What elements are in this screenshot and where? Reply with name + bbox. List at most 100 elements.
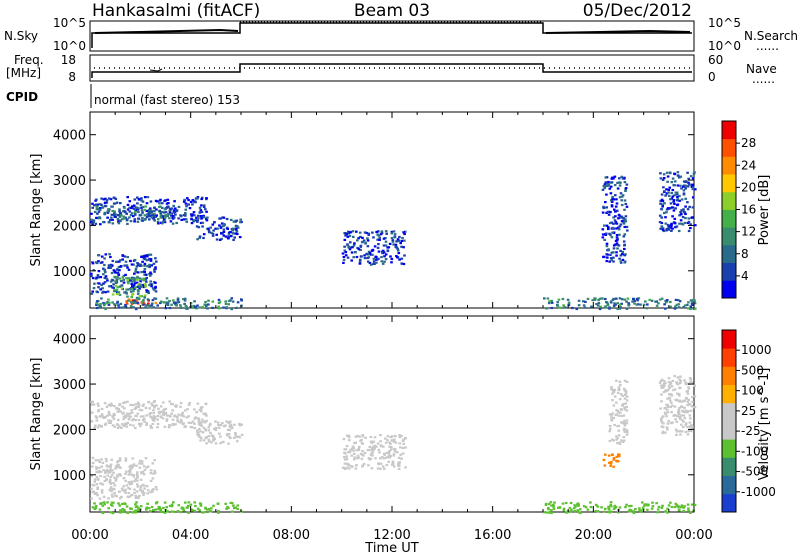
data-cell	[669, 225, 673, 228]
data-cell	[100, 458, 103, 461]
data-cell	[398, 235, 401, 239]
data-cell	[105, 465, 109, 468]
data-cell	[141, 260, 144, 263]
data-cell	[201, 305, 204, 309]
data-cell	[579, 508, 582, 511]
data-cell	[686, 171, 689, 174]
data-cell	[110, 474, 114, 477]
data-cell	[622, 222, 626, 225]
data-cell	[632, 297, 635, 300]
data-cell	[183, 302, 186, 305]
data-cell	[665, 229, 668, 232]
data-cell	[612, 404, 616, 407]
data-cell	[124, 459, 128, 462]
data-cell	[666, 405, 670, 408]
data-cell	[207, 508, 211, 511]
data-cell	[150, 264, 153, 267]
data-cell	[614, 210, 617, 213]
data-cell	[687, 386, 690, 389]
data-cell	[612, 390, 615, 393]
data-cell	[616, 391, 620, 395]
data-cell	[658, 381, 662, 384]
data-cell	[619, 249, 622, 252]
data-cell	[131, 287, 134, 290]
data-cell	[609, 185, 613, 188]
data-cell	[95, 491, 98, 495]
data-cell	[596, 510, 600, 513]
data-cell	[575, 307, 579, 311]
beam-title: Beam 03	[354, 1, 430, 21]
data-cell	[397, 464, 400, 467]
data-cell	[400, 262, 403, 265]
data-cell	[604, 507, 607, 510]
data-cell	[366, 256, 369, 260]
data-cell	[148, 218, 151, 221]
data-cell	[609, 234, 612, 237]
data-cell	[690, 405, 694, 408]
data-cell	[155, 260, 158, 263]
data-cell	[361, 450, 364, 453]
data-cell	[127, 277, 131, 280]
data-cell	[104, 197, 107, 200]
data-cell	[182, 509, 186, 512]
data-cell	[141, 489, 144, 493]
data-cell	[582, 304, 586, 307]
data-cell	[622, 219, 625, 222]
data-cell	[231, 232, 235, 235]
data-cell	[167, 426, 171, 429]
data-cell	[236, 440, 239, 443]
data-cell	[106, 211, 110, 214]
data-cell	[119, 509, 122, 512]
data-cell	[663, 431, 667, 434]
data-cell	[611, 399, 614, 402]
data-cell	[617, 386, 621, 389]
data-cell	[112, 471, 115, 474]
data-cell	[691, 206, 695, 209]
data-cell	[115, 278, 119, 281]
data-cell	[102, 267, 105, 270]
data-cell	[143, 468, 147, 472]
data-cell	[145, 258, 149, 262]
data-cell	[91, 483, 95, 487]
data-cell	[610, 251, 614, 254]
data-cell	[567, 303, 571, 307]
freq-label-1: Freq.	[14, 53, 44, 67]
data-cell	[668, 399, 672, 402]
data-cell	[374, 457, 377, 460]
data-cell	[109, 255, 112, 259]
data-cell	[125, 300, 128, 303]
data-cell	[618, 442, 622, 445]
data-cell	[666, 397, 669, 400]
data-cell	[156, 426, 159, 429]
data-cell	[625, 422, 629, 425]
data-cell	[196, 429, 199, 432]
data-cell	[686, 411, 689, 414]
data-cell	[94, 199, 97, 202]
data-cell	[623, 181, 627, 184]
data-cell	[659, 172, 662, 175]
data-cell	[366, 449, 370, 452]
data-cell	[139, 478, 143, 481]
data-cell	[584, 300, 587, 303]
data-cell	[691, 187, 695, 191]
data-cell	[90, 400, 93, 403]
data-cell	[211, 234, 215, 237]
data-cell	[107, 264, 111, 267]
data-cell	[616, 209, 619, 212]
data-cell	[118, 466, 122, 469]
data-cell	[603, 224, 606, 227]
data-cell	[142, 299, 145, 302]
data-cell	[130, 465, 133, 468]
data-cell	[198, 206, 202, 209]
data-cell	[655, 304, 659, 307]
data-cell	[623, 424, 627, 427]
data-cell	[366, 260, 370, 263]
data-cell	[93, 502, 96, 505]
data-cell	[139, 424, 142, 428]
data-cell	[131, 511, 134, 514]
data-cell	[666, 223, 670, 227]
data-cell	[127, 473, 131, 476]
nsky-strip-frame	[89, 20, 695, 52]
data-cell	[604, 176, 608, 179]
data-cell	[93, 507, 97, 510]
